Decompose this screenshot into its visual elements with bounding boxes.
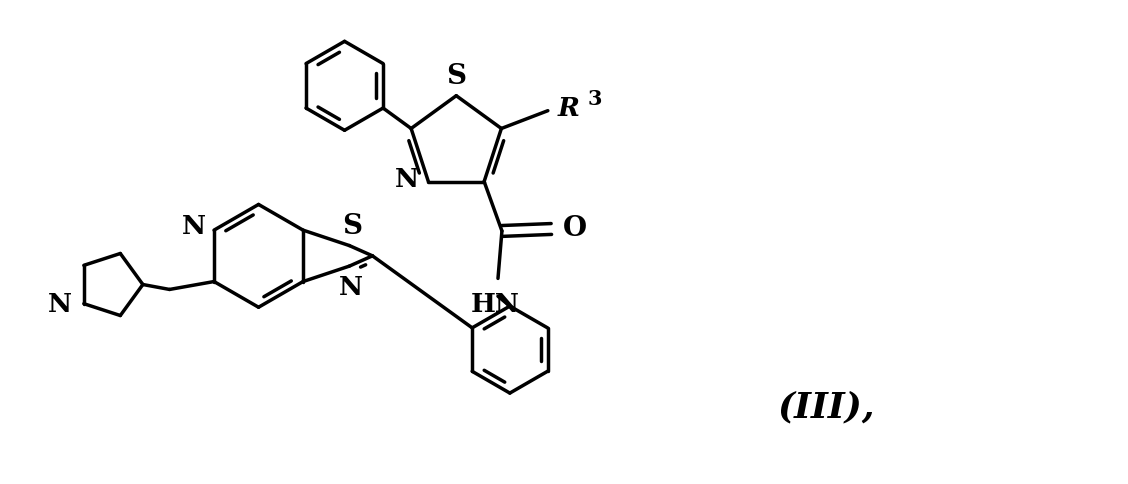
- Text: N: N: [395, 167, 418, 192]
- Text: R: R: [557, 96, 580, 121]
- Text: O: O: [563, 215, 588, 242]
- Text: S: S: [342, 212, 362, 240]
- Text: S: S: [447, 63, 466, 90]
- Text: N: N: [340, 275, 363, 300]
- Text: N: N: [49, 292, 72, 317]
- Text: N: N: [182, 213, 206, 239]
- Text: (III),: (III),: [777, 390, 875, 424]
- Text: 3: 3: [588, 89, 602, 109]
- Text: HN: HN: [470, 292, 520, 317]
